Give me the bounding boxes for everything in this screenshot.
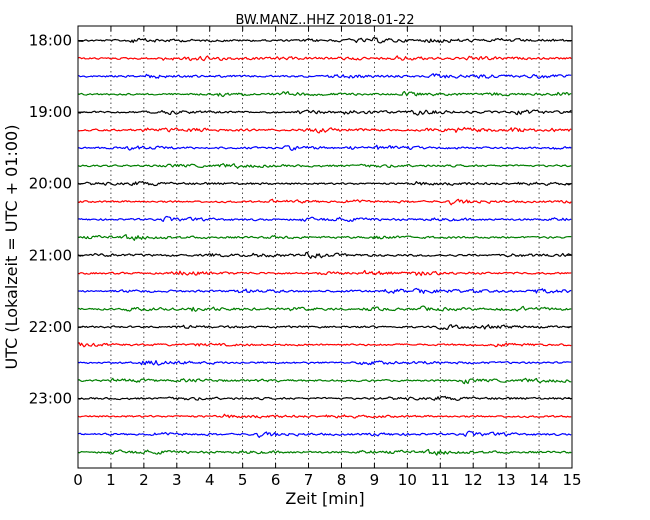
x-tick-label: 2 — [139, 471, 149, 489]
x-tick-label: 0 — [73, 471, 83, 489]
seismic-trace — [77, 180, 572, 187]
x-tick-label: 9 — [370, 471, 380, 489]
seismic-trace — [77, 324, 572, 330]
x-tick-label: 10 — [398, 471, 417, 489]
seismic-trace — [77, 430, 572, 439]
x-tick-label: 12 — [464, 471, 483, 489]
x-tick-label: 3 — [172, 471, 182, 489]
y-tick-label: 20:00 — [29, 175, 72, 193]
seismic-trace — [77, 413, 572, 419]
seismic-trace — [77, 448, 572, 456]
y-tick-label: 19:00 — [29, 103, 72, 121]
seismic-trace — [77, 198, 572, 206]
seismic-trace — [77, 395, 572, 401]
x-tick-label: 7 — [304, 471, 314, 489]
y-axis-label: UTC (Lokalzeit = UTC + 01:00) — [2, 125, 21, 370]
seismic-trace — [77, 269, 572, 277]
x-tick-labels: 0 1 2 3 4 5 6 7 8 9 10 11 12 13 14 15 — [73, 471, 581, 489]
seismic-trace — [77, 305, 572, 312]
x-tick-label: 5 — [238, 471, 248, 489]
x-tick-label: 14 — [530, 471, 549, 489]
y-tick-label: 22:00 — [29, 318, 72, 336]
seismic-trace — [77, 342, 572, 348]
seismic-trace — [77, 144, 572, 151]
x-tick-label: 15 — [562, 471, 581, 489]
seismic-trace — [77, 360, 572, 366]
chart-title: BW.MANZ..HHZ 2018-01-22 — [235, 13, 414, 28]
x-tick-label: 4 — [205, 471, 215, 489]
grid-lines — [110, 26, 540, 468]
plot-frame — [77, 25, 573, 469]
x-tick-label: 11 — [431, 471, 450, 489]
seismic-trace — [77, 377, 572, 385]
y-tick-label: 18:00 — [29, 32, 72, 50]
seismic-trace — [77, 215, 572, 223]
axis-ticks — [77, 26, 573, 468]
x-axis-label: Zeit [min] — [285, 489, 364, 508]
x-tick-label: 13 — [497, 471, 516, 489]
y-tick-label: 23:00 — [29, 390, 72, 408]
y-tick-labels: 18:00 19:00 20:00 21:00 22:00 23:00 — [29, 32, 72, 408]
seismic-trace — [77, 251, 572, 259]
seismic-trace — [77, 90, 572, 98]
x-tick-label: 1 — [106, 471, 116, 489]
seismic-trace — [77, 109, 572, 116]
seismic-trace — [77, 234, 572, 241]
seismic-trace — [77, 162, 572, 169]
seismic-trace — [77, 126, 572, 134]
trace-group — [77, 36, 572, 456]
seismic-trace — [77, 55, 572, 62]
seismic-trace — [77, 287, 572, 294]
x-tick-label: 6 — [271, 471, 281, 489]
y-tick-label: 21:00 — [29, 246, 72, 264]
seismic-trace — [77, 73, 572, 79]
seismic-trace — [77, 36, 572, 44]
x-tick-label: 8 — [337, 471, 347, 489]
